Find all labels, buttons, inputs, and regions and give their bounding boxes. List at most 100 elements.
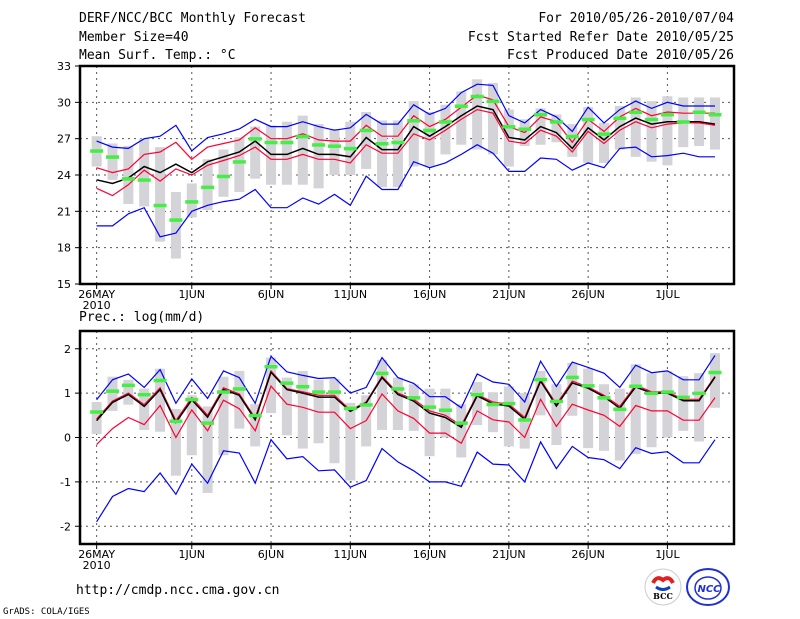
x-tick-label: 1JUN [179, 288, 206, 301]
median-marker [106, 389, 120, 393]
svg-text:BCC: BCC [653, 591, 673, 601]
ensemble-range-bar [361, 112, 372, 169]
median-marker [153, 378, 167, 383]
precip-panel-title: Prec.: log(mm/d) [79, 310, 205, 325]
ensemble-range-bar [551, 114, 562, 143]
ensemble-range-bar [472, 79, 483, 150]
median-marker [407, 396, 421, 400]
series-mean-line [96, 105, 716, 185]
ensemble-range-bar [170, 409, 181, 476]
ensemble-range-bar [281, 377, 292, 436]
median-marker [423, 128, 437, 133]
median-marker [264, 365, 278, 369]
ensemble-range-bar [107, 143, 118, 180]
ensemble-range-bar [392, 377, 403, 430]
median-marker [518, 127, 532, 131]
median-marker [296, 384, 310, 389]
series-max-line [96, 83, 715, 152]
median-marker [232, 387, 246, 391]
median-marker [248, 413, 262, 418]
ensemble-range-bar [155, 147, 166, 242]
ensemble-range-bar [377, 120, 388, 188]
ensemble-range-bar [583, 107, 594, 163]
x-tick-label: 26MAY [78, 288, 115, 301]
median-marker [613, 407, 627, 412]
median-marker [534, 377, 548, 382]
series-upper-line [96, 369, 716, 427]
ensemble-range-bar [630, 364, 641, 454]
median-marker [470, 392, 484, 397]
y-tick-label: 15 [57, 278, 71, 291]
median-marker [613, 116, 627, 121]
ensemble-range-bar [503, 386, 514, 447]
x-tick-label: 26JUN [571, 288, 605, 301]
y-tick-label: 2 [64, 343, 71, 356]
y-tick-label: 18 [57, 242, 71, 255]
x-tick-label: 11JUN [334, 288, 368, 301]
median-marker [391, 140, 405, 145]
median-marker [676, 120, 690, 124]
median-marker [708, 112, 722, 117]
x-tick-label: 6JUN [258, 548, 285, 561]
median-marker [169, 419, 183, 424]
median-marker [90, 149, 104, 153]
median-marker [692, 110, 706, 115]
median-marker [486, 402, 500, 407]
ensemble-range-bar [297, 370, 308, 449]
x-tick-label: 21JUN [492, 288, 526, 301]
ensemble-range-bar [678, 376, 689, 431]
median-marker [407, 119, 421, 123]
median-marker [185, 397, 199, 402]
ensemble-range-bar [614, 105, 625, 150]
ensemble-range-bar [614, 388, 625, 461]
y-tick-label: 1 [64, 387, 71, 400]
median-marker [708, 370, 722, 375]
ensemble-range-bar [202, 159, 213, 211]
median-marker [438, 120, 452, 124]
median-marker [375, 371, 389, 376]
source-url: http://cmdp.ncc.cma.gov.cn [76, 583, 280, 598]
series-lower-line [96, 384, 716, 446]
ncc-logo: NCC [686, 568, 730, 606]
forecast-produced-date: Fcst Produced Date 2010/05/26 [507, 48, 734, 63]
ensemble-range-bar [313, 124, 324, 189]
median-marker [692, 391, 706, 396]
ensemble-range-bar [646, 101, 657, 162]
x-tick-year-label: 2010 [83, 299, 111, 312]
ensemble-range-bar [313, 379, 324, 444]
svg-text:NCC: NCC [697, 584, 721, 595]
ensemble-range-bar [250, 404, 261, 447]
median-marker [581, 384, 595, 388]
median-marker [185, 200, 199, 204]
ensemble-range-bar [709, 353, 720, 408]
ensemble-range-bar [329, 378, 340, 464]
median-marker [502, 401, 516, 406]
median-marker [645, 391, 659, 396]
ensemble-range-bar [218, 149, 229, 197]
ensemble-range-bar [488, 82, 499, 155]
series-min-line [96, 438, 716, 523]
ensemble-range-bar [598, 384, 609, 451]
bcc-logo: BCC [644, 568, 682, 606]
series-upper-line [96, 94, 715, 174]
median-marker [423, 405, 437, 409]
median-marker [201, 421, 215, 425]
median-marker [629, 384, 643, 389]
ensemble-range-bar [139, 138, 150, 207]
ensemble-range-bar [170, 191, 181, 259]
median-marker [137, 392, 151, 397]
series-lower-line [96, 108, 716, 197]
median-marker [565, 375, 579, 380]
ensemble-range-bar [472, 382, 483, 426]
x-tick-label: 26JUN [571, 548, 605, 561]
median-marker [597, 396, 611, 400]
median-marker [534, 112, 548, 117]
x-tick-label: 1JUN [179, 548, 206, 561]
member-size: Member Size=40 [79, 30, 189, 45]
ensemble-range-bar [281, 121, 292, 185]
median-marker [343, 146, 357, 151]
ensemble-range-bar [408, 384, 419, 431]
median-marker [518, 418, 532, 422]
x-tick-label: 21JUN [492, 548, 526, 561]
median-marker [359, 403, 373, 407]
